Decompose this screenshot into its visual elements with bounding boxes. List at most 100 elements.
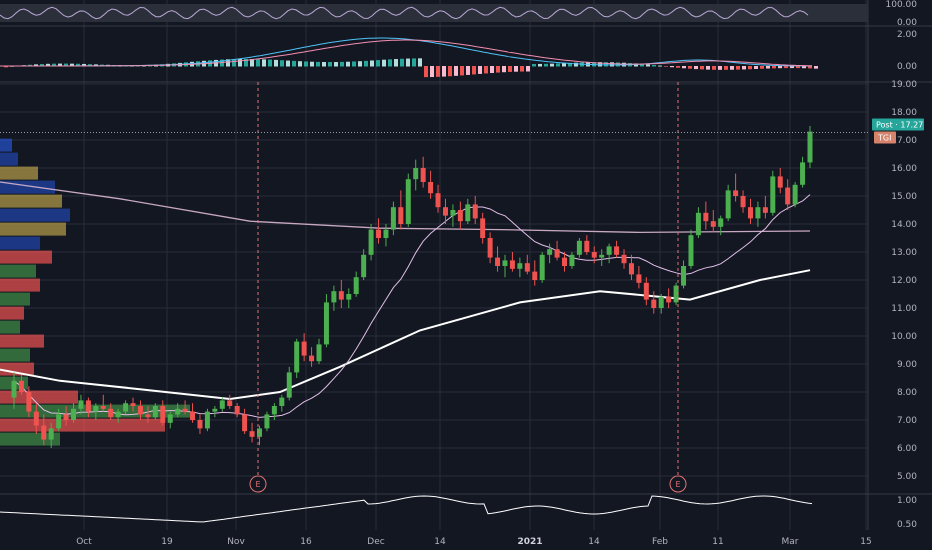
macd-histogram-bar — [46, 63, 50, 67]
time-tick-label: 19 — [161, 537, 173, 547]
time-tick-label: Nov — [227, 537, 245, 547]
candle-body — [762, 207, 768, 213]
candle-body — [450, 210, 456, 216]
candle-body — [175, 408, 181, 415]
candle-body — [100, 406, 106, 409]
macd-histogram-bar — [496, 66, 500, 73]
volume-profile-bar — [0, 208, 70, 222]
post-price-tag — [872, 118, 924, 131]
candle-body — [733, 190, 739, 196]
candle-body — [569, 254, 575, 266]
time-axis[interactable]: Oct 19 Nov 16 Dec 14 2021 14 Feb 11 Mar 15 — [76, 537, 872, 547]
macd-histogram-bar — [652, 65, 656, 67]
macd-histogram-bar — [718, 66, 722, 70]
macd-histogram-bar — [268, 59, 272, 67]
candle-body — [376, 229, 382, 238]
candle-body — [695, 212, 701, 236]
macd-histogram-bar — [70, 63, 74, 67]
macd-histogram-bar — [724, 66, 728, 70]
volume-profile-bar — [0, 306, 24, 320]
sma-50-line — [0, 269, 811, 401]
candle-body — [591, 252, 597, 258]
macd-histogram-bar — [748, 66, 752, 70]
time-tick-label: Feb — [652, 537, 668, 547]
volume-profile-bar — [0, 390, 78, 404]
price-labels: Post · 17.27 TGI — [0, 118, 924, 144]
time-tick-label: Oct — [76, 537, 92, 547]
macd-histogram-bar — [508, 66, 512, 72]
candle-body — [18, 380, 24, 392]
earnings-marker-label: E — [255, 480, 260, 489]
candle-body — [331, 291, 337, 303]
candle-body — [502, 260, 508, 266]
candle-body — [271, 406, 277, 415]
volume-profile-bar — [0, 278, 40, 292]
candle-body — [137, 406, 143, 415]
macd-histogram-bar — [814, 66, 818, 69]
price-tick-label: 8.00 — [897, 388, 917, 398]
candle-body — [755, 207, 761, 219]
symbol-tag — [874, 131, 896, 144]
candle-body — [130, 403, 136, 406]
candle-body — [703, 212, 709, 222]
candle-body — [256, 428, 262, 437]
macd-histogram-bar — [670, 66, 674, 68]
candle-body — [495, 257, 501, 266]
candle-body — [785, 187, 791, 205]
macd-histogram-bar — [484, 66, 488, 74]
earnings-marker — [249, 475, 267, 493]
price-tick-label: 10.00 — [891, 332, 917, 342]
candle-body — [673, 285, 679, 303]
macd-histogram-bar — [772, 66, 776, 69]
candle-body — [480, 218, 486, 238]
candle-body — [11, 380, 17, 398]
macd-histogram-bar — [352, 61, 356, 67]
macd-histogram-bar — [526, 66, 530, 72]
candle-body — [85, 400, 91, 412]
candle-body — [777, 176, 783, 188]
volume-profile-bar — [0, 250, 52, 264]
candle-body — [33, 411, 39, 426]
candle-body — [197, 420, 203, 429]
candle-body — [747, 207, 753, 219]
macd-histogram-bar — [532, 64, 536, 67]
candle-body — [770, 176, 776, 213]
macd-histogram-bar — [502, 66, 506, 73]
candle-body — [368, 229, 374, 255]
price-tick-label: 15.00 — [891, 192, 917, 202]
price-axis[interactable]: 19.00 18.00 17.00 16.00 15.00 14.00 13.00 12.00… — [886, 0, 918, 530]
candle-body — [628, 263, 634, 275]
candle-body — [219, 400, 225, 409]
price-tick-label: 9.00 — [897, 360, 917, 370]
price-tick-label: 16.00 — [891, 164, 917, 174]
macd-histogram-bar — [610, 62, 614, 67]
macd-pane — [0, 37, 818, 78]
macd-histogram-bar — [658, 65, 662, 67]
candle-body — [301, 341, 307, 356]
macd-histogram-bar — [76, 63, 80, 67]
macd-histogram-bar — [64, 63, 68, 67]
candle-body — [309, 355, 315, 362]
macd-histogram-bar — [310, 61, 314, 67]
price-tick-label: 13.00 — [891, 248, 917, 258]
macd-histogram-bar — [244, 58, 248, 67]
candle-body — [599, 254, 605, 258]
macd-histogram-bar — [406, 58, 410, 67]
macd-tick-label: 0.00 — [897, 62, 917, 72]
macd-histogram-bar — [58, 63, 62, 67]
macd-histogram-bar — [742, 66, 746, 70]
macd-histogram-bar — [340, 61, 344, 67]
macd-histogram-bar — [304, 61, 308, 67]
macd-histogram-bar — [466, 66, 470, 75]
volume-profile-bar — [0, 320, 20, 334]
macd-histogram-bar — [604, 62, 608, 67]
macd-histogram-bar — [382, 59, 386, 67]
candle-body — [532, 271, 538, 280]
lower-indicator-line — [0, 495, 813, 523]
price-tick-label: 12.00 — [891, 276, 917, 286]
candle-body — [286, 372, 292, 398]
candle-body — [123, 403, 129, 412]
candle-body — [666, 296, 672, 303]
macd-histogram-bar — [490, 66, 494, 73]
